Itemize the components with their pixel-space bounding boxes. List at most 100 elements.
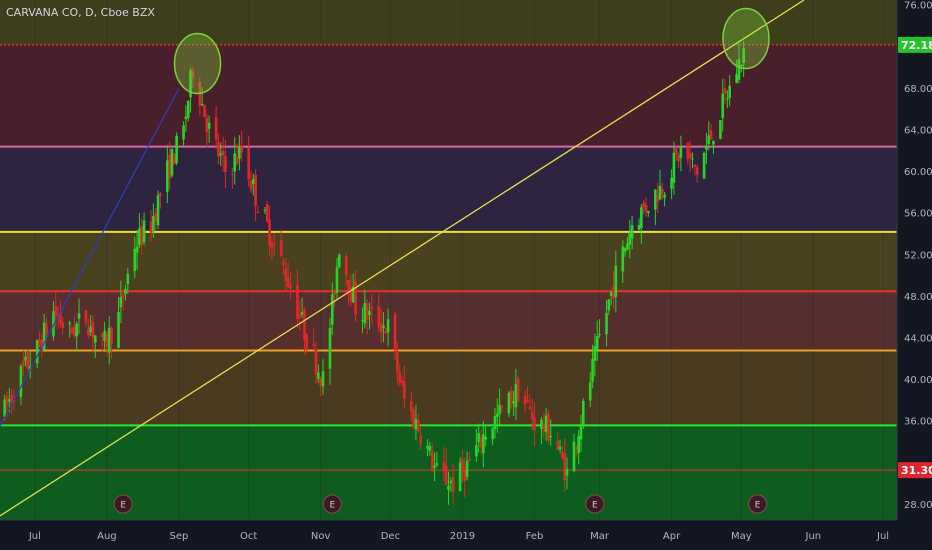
candle-body: [595, 335, 599, 350]
candle-body: [328, 328, 332, 369]
chart-title: CARVANA CO, D, Cboe BZX: [6, 6, 155, 19]
candle-body: [626, 243, 629, 250]
candle-body: [363, 303, 367, 324]
candle-body: [21, 360, 25, 366]
candle-body: [410, 401, 413, 412]
candle-body: [581, 400, 585, 425]
candle-body: [52, 311, 55, 337]
candle-body: [35, 340, 39, 364]
candle-body: [333, 290, 336, 295]
candle-body: [268, 219, 271, 246]
zone-band: [0, 350, 897, 426]
candle-body: [149, 221, 153, 233]
candle-body: [475, 445, 478, 457]
candle-body: [695, 167, 699, 175]
price-axis-background: [897, 0, 932, 550]
horizontal-levels[interactable]: [0, 43, 897, 471]
candle-body: [170, 148, 174, 176]
candle-body: [540, 419, 543, 430]
highlight-circle: [722, 7, 770, 70]
candle-body: [214, 117, 218, 140]
candle-body: [321, 371, 325, 387]
candle-body: [726, 98, 729, 100]
y-tick-label: 40.00: [904, 375, 932, 386]
candle-body: [314, 349, 318, 375]
candle-body: [135, 246, 139, 253]
candle-body: [435, 463, 439, 466]
candle-body: [561, 452, 564, 458]
time-axis[interactable]: Jul Aug Sep Oct Nov Dec 2019 Feb Mar Apr May Jun Jul: [0, 519, 932, 550]
candle-body: [433, 465, 436, 469]
candle-body: [240, 145, 243, 153]
candle-body: [28, 366, 32, 370]
candle-body: [217, 141, 220, 157]
y-tick-label: 60.00: [904, 167, 932, 178]
candle-body: [414, 419, 418, 430]
candle-body: [105, 334, 109, 347]
candle-body: [189, 70, 192, 98]
candle-body: [663, 194, 666, 198]
price-labels: 72.18 31.30: [898, 36, 932, 479]
candle-body: [73, 326, 76, 336]
highlight-circles[interactable]: [173, 7, 770, 95]
candle-body: [282, 261, 285, 266]
candle-body: [707, 135, 711, 145]
candle-body: [458, 462, 462, 492]
candle-body: [628, 233, 632, 245]
candle-body: [152, 215, 155, 232]
price-axis[interactable]: 28.00 36.00 40.00 44.00 48.00 52.00 56.00 60.00…: [896, 0, 932, 550]
candle-body: [300, 312, 304, 315]
zone-band: [0, 291, 897, 351]
earnings-label: E: [592, 501, 598, 511]
candle-body: [251, 179, 255, 184]
candle-body: [484, 436, 487, 440]
candle-body: [721, 93, 725, 118]
candle-body: [644, 204, 648, 212]
candle-body: [305, 334, 309, 350]
candle-body: [289, 284, 292, 289]
candle-body: [430, 450, 434, 470]
candle-body: [449, 480, 453, 484]
earnings-label: E: [755, 501, 761, 511]
candle-body: [70, 327, 74, 334]
candle-body: [516, 378, 520, 402]
candle-body: [133, 248, 137, 272]
candle-body: [117, 312, 120, 348]
candle-body: [256, 211, 260, 213]
candle-body: [317, 372, 320, 379]
candle-body: [347, 280, 350, 293]
x-tick-label: Jun: [805, 531, 822, 542]
candle-body: [126, 274, 130, 284]
candle-body: [354, 280, 357, 315]
candle-body: [705, 146, 708, 150]
candle-body: [286, 277, 290, 288]
support-resistance-zones: [0, 0, 897, 520]
time-axis-background: [0, 520, 932, 550]
candle-body: [605, 312, 608, 335]
candle-body: [38, 339, 41, 345]
candle-body: [654, 189, 657, 210]
candle-body: [386, 319, 390, 333]
candle-body: [691, 158, 694, 160]
candle-body: [428, 446, 432, 451]
candle-body: [656, 194, 659, 202]
candle-body: [614, 265, 618, 298]
candle-body: [384, 331, 388, 334]
candle-body: [688, 152, 692, 159]
trend-lines[interactable]: [0, 0, 805, 517]
candle-body: [54, 306, 58, 317]
x-tick-label: Apr: [663, 531, 681, 542]
candle-body: [737, 59, 741, 80]
candle-body: [312, 344, 316, 346]
candle-body: [693, 164, 697, 168]
candle-body: [124, 288, 127, 294]
candle-body: [351, 286, 355, 303]
candle-body: [184, 116, 188, 120]
candle-body: [463, 469, 467, 482]
candle-body: [735, 74, 738, 84]
candle-body: [103, 331, 106, 341]
candle-body: [7, 399, 11, 402]
y-tick-label: 36.00: [904, 417, 932, 428]
